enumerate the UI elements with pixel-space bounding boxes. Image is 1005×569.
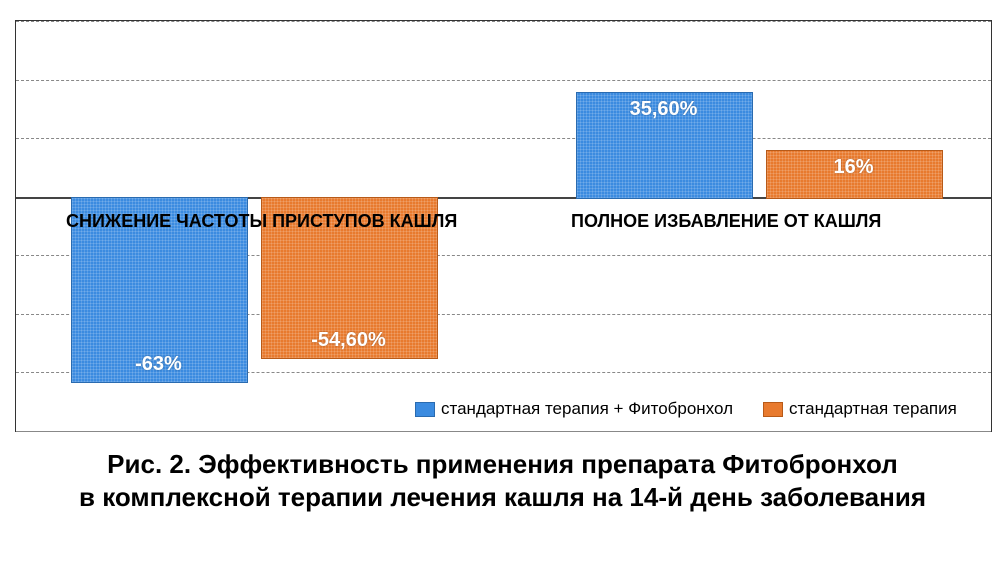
category-label-c1: СНИЖЕНИЕ ЧАСТОТЫ ПРИСТУПОВ КАШЛЯ (66, 211, 457, 232)
value-label: -54,60% (261, 329, 436, 352)
category-label-c2: ПОЛНОЕ ИЗБАВЛЕНИЕ ОТ КАШЛЯ (571, 211, 881, 232)
value-label: -63% (71, 353, 246, 376)
value-label: 35,60% (576, 98, 751, 121)
legend-label: стандартная терапия (789, 399, 957, 418)
legend-swatch-icon (415, 402, 435, 417)
gridline (16, 21, 991, 22)
value-label: 16% (766, 156, 941, 179)
gridline (16, 80, 991, 81)
caption-line-2: в комплексной терапии лечения кашля на 1… (79, 482, 926, 512)
plot-area: -63% -54,60% СНИЖЕНИЕ ЧАСТОТЫ ПРИСТУПОВ КА… (16, 21, 991, 431)
gridline (16, 138, 991, 139)
figure-caption: Рис. 2. Эффективность применения препара… (0, 448, 1005, 513)
legend-item-s2: стандартная терапия (763, 399, 957, 419)
figure: -63% -54,60% СНИЖЕНИЕ ЧАСТОТЫ ПРИСТУПОВ КА… (0, 0, 1005, 569)
legend: стандартная терапия + Фитобронхол стандар… (411, 397, 961, 421)
caption-line-1: Рис. 2. Эффективность применения препара… (107, 449, 898, 479)
chart-frame: -63% -54,60% СНИЖЕНИЕ ЧАСТОТЫ ПРИСТУПОВ КА… (15, 20, 992, 432)
legend-label: стандартная терапия + Фитобронхол (441, 399, 733, 418)
legend-item-s1: стандартная терапия + Фитобронхол (415, 399, 733, 419)
gridline (16, 431, 991, 432)
legend-swatch-icon (763, 402, 783, 417)
